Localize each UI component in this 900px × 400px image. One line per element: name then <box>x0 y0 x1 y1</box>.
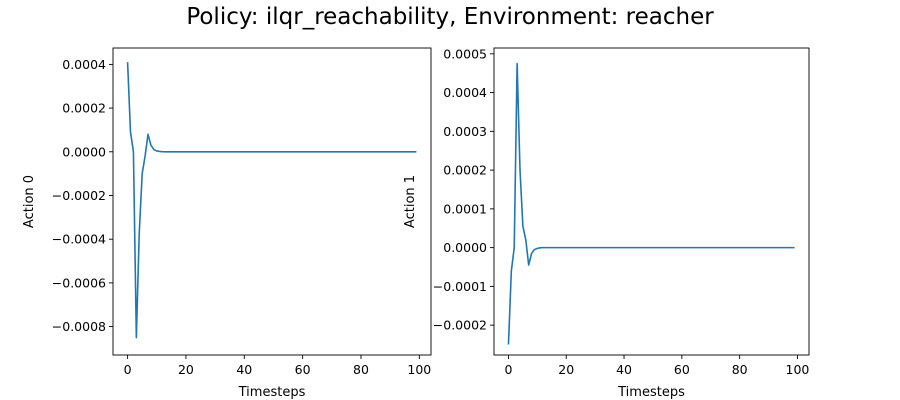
y-tick-label: 0.0000 <box>62 144 106 159</box>
figure-title: Policy: ilqr_reachability, Environment: … <box>186 4 714 30</box>
y-tick-label: 0.0003 <box>443 124 487 139</box>
subplot-action-1: 0 20 40 60 80 100 −0.0002 −0.0001 0.0000 0.0001 0.… <box>403 46 810 400</box>
y-tick-label: −0.0001 <box>433 279 487 294</box>
y-tick-label: 0.0002 <box>443 163 487 178</box>
y-tick-label: 0.0004 <box>62 57 106 72</box>
y-tick-label: 0.0004 <box>443 85 487 100</box>
x-tick-label: 80 <box>353 362 369 377</box>
x-tick-label: 20 <box>558 362 574 377</box>
x-tick-label: 100 <box>407 362 431 377</box>
y-tick-label: 0.0005 <box>443 46 487 61</box>
y-tick-label: 0.0002 <box>62 101 106 116</box>
y-axis-label: Action 0 <box>22 175 37 228</box>
y-tick-label: −0.0004 <box>52 232 106 247</box>
x-tick-label: 60 <box>674 362 690 377</box>
x-tick-label: 0 <box>504 362 512 377</box>
x-axis-label: Timesteps <box>617 385 685 400</box>
y-tick-label: −0.0002 <box>433 318 487 333</box>
y-axis-label: Action 1 <box>403 175 418 228</box>
plot-frame <box>493 47 810 356</box>
y-tick-label: 0.0001 <box>443 201 487 216</box>
x-tick-label: 0 <box>124 362 132 377</box>
plot-frame <box>112 47 432 356</box>
x-tick-label: 80 <box>732 362 748 377</box>
x-tick-label: 100 <box>786 362 810 377</box>
x-tick-label: 60 <box>295 362 311 377</box>
series-line-0 <box>126 62 417 339</box>
x-tick-label: 40 <box>616 362 632 377</box>
y-tick-label: −0.0008 <box>52 319 106 334</box>
x-tick-label: 20 <box>178 362 194 377</box>
series-line-0 <box>507 62 795 345</box>
x-tick-label: 40 <box>236 362 252 377</box>
x-axis-label: Timesteps <box>238 385 306 400</box>
y-tick-label: 0.0000 <box>443 240 487 255</box>
y-tick-label: −0.0002 <box>52 188 106 203</box>
y-tick-label: −0.0006 <box>52 275 106 290</box>
subplot-action-0: 0 20 40 60 80 100 −0.0008 −0.0006 −0.0004 −0.0002… <box>22 47 432 400</box>
